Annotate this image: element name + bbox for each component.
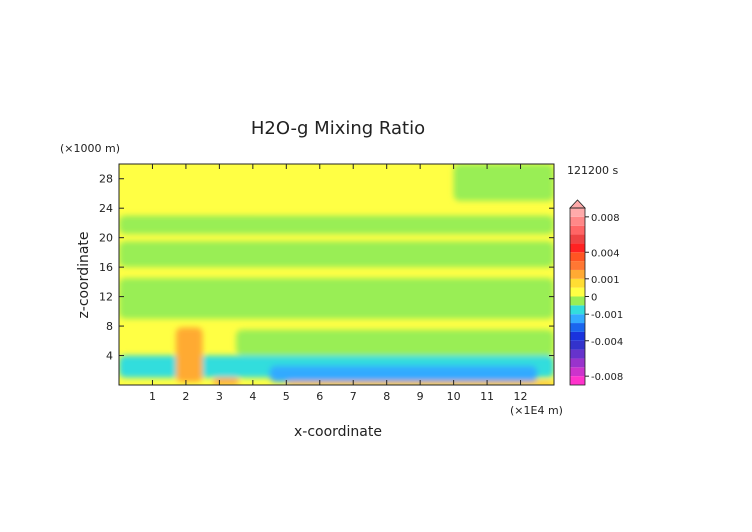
heatmap-field bbox=[119, 164, 554, 385]
time-label: 121200 s bbox=[567, 164, 618, 177]
colorbar-segment-2 bbox=[570, 358, 585, 368]
colorbar-label-2: 0.001 bbox=[591, 275, 620, 286]
colorbar-label-1: 0.004 bbox=[591, 248, 620, 259]
colorbar-segment-13 bbox=[570, 261, 585, 270]
plot-frame bbox=[118, 163, 555, 386]
x-tick-label-9: 9 bbox=[417, 390, 424, 403]
x-tick-label-2: 2 bbox=[182, 390, 189, 403]
colorbar-segment-15 bbox=[570, 243, 585, 253]
y-unit-label: (×1000 m) bbox=[60, 142, 120, 155]
colorbar-segment-19 bbox=[570, 208, 585, 217]
y-tick-label-24: 24 bbox=[99, 202, 113, 215]
colorbar-segment-12 bbox=[570, 269, 585, 279]
field-region-orange-8 bbox=[212, 377, 240, 385]
colorbar-label-3: 0 bbox=[591, 293, 597, 304]
colorbar-segment-9 bbox=[570, 296, 585, 306]
y-tick-label-12: 12 bbox=[99, 291, 113, 304]
chart-title: H2O-g Mixing Ratio bbox=[251, 118, 425, 139]
colorbar-label-0: 0.008 bbox=[591, 213, 620, 224]
colorbar-segment-6 bbox=[570, 323, 585, 332]
field-region-green-1 bbox=[119, 241, 554, 268]
colorbar-segment-16 bbox=[570, 234, 585, 244]
field-region-green-4 bbox=[236, 329, 554, 356]
field-regions bbox=[119, 164, 554, 385]
colorbar-segment-1 bbox=[570, 367, 585, 377]
x-tick-label-1: 1 bbox=[149, 390, 156, 403]
colorbar-segment-8 bbox=[570, 305, 585, 315]
colorbar: 0.008 0.004 0.001 0 -0.001 -0.004 -0.008 bbox=[569, 199, 623, 386]
field-region-blue-6 bbox=[269, 365, 538, 383]
x-tick-label-7: 7 bbox=[350, 390, 357, 403]
field-region-green-2 bbox=[119, 278, 554, 319]
x-tick-label-11: 11 bbox=[480, 390, 494, 403]
x-tick-label-3: 3 bbox=[216, 390, 223, 403]
x-axis-label: x-coordinate bbox=[294, 424, 382, 440]
y-axis: 4 8 12 16 20 24 28 bbox=[99, 173, 554, 363]
y-tick-label-4: 4 bbox=[106, 350, 113, 363]
colorbar-top-arrow bbox=[569, 199, 586, 209]
y-tick-label-28: 28 bbox=[99, 173, 113, 186]
colorbar-segment-17 bbox=[570, 225, 585, 235]
field-region-green-0 bbox=[119, 215, 554, 234]
x-tick-label-8: 8 bbox=[383, 390, 390, 403]
x-tick-label-5: 5 bbox=[283, 390, 290, 403]
y-tick-label-16: 16 bbox=[99, 261, 113, 274]
x-axis: 1 2 3 4 5 6 7 8 9 10 11 12 bbox=[149, 164, 528, 403]
x-tick-label-6: 6 bbox=[316, 390, 323, 403]
y-tick-label-20: 20 bbox=[99, 232, 113, 245]
colorbar-label-4: -0.001 bbox=[591, 310, 623, 321]
colorbar-segment-18 bbox=[570, 216, 585, 226]
field-region-orange-7 bbox=[175, 327, 203, 383]
colorbar-segment-7 bbox=[570, 314, 585, 324]
colorbar-label-5: -0.004 bbox=[591, 337, 623, 348]
x-tick-label-12: 12 bbox=[514, 390, 528, 403]
colorbar-segment-3 bbox=[570, 349, 585, 359]
colorbar-segment-4 bbox=[570, 340, 585, 350]
colorbar-segment-10 bbox=[570, 287, 585, 297]
colorbar-segment-11 bbox=[570, 278, 585, 288]
field-region-green-3 bbox=[453, 164, 554, 201]
x-tick-label-10: 10 bbox=[447, 390, 461, 403]
x-unit-label: (×1E4 m) bbox=[510, 404, 563, 417]
colorbar-segment-5 bbox=[570, 331, 585, 341]
y-tick-label-8: 8 bbox=[106, 320, 113, 333]
y-axis-label: z-coordinate bbox=[76, 231, 92, 318]
x-tick-label-4: 4 bbox=[249, 390, 256, 403]
colorbar-segment-14 bbox=[570, 252, 585, 262]
colorbar-label-6: -0.008 bbox=[591, 372, 623, 383]
colorbar-segment-0 bbox=[570, 376, 585, 385]
